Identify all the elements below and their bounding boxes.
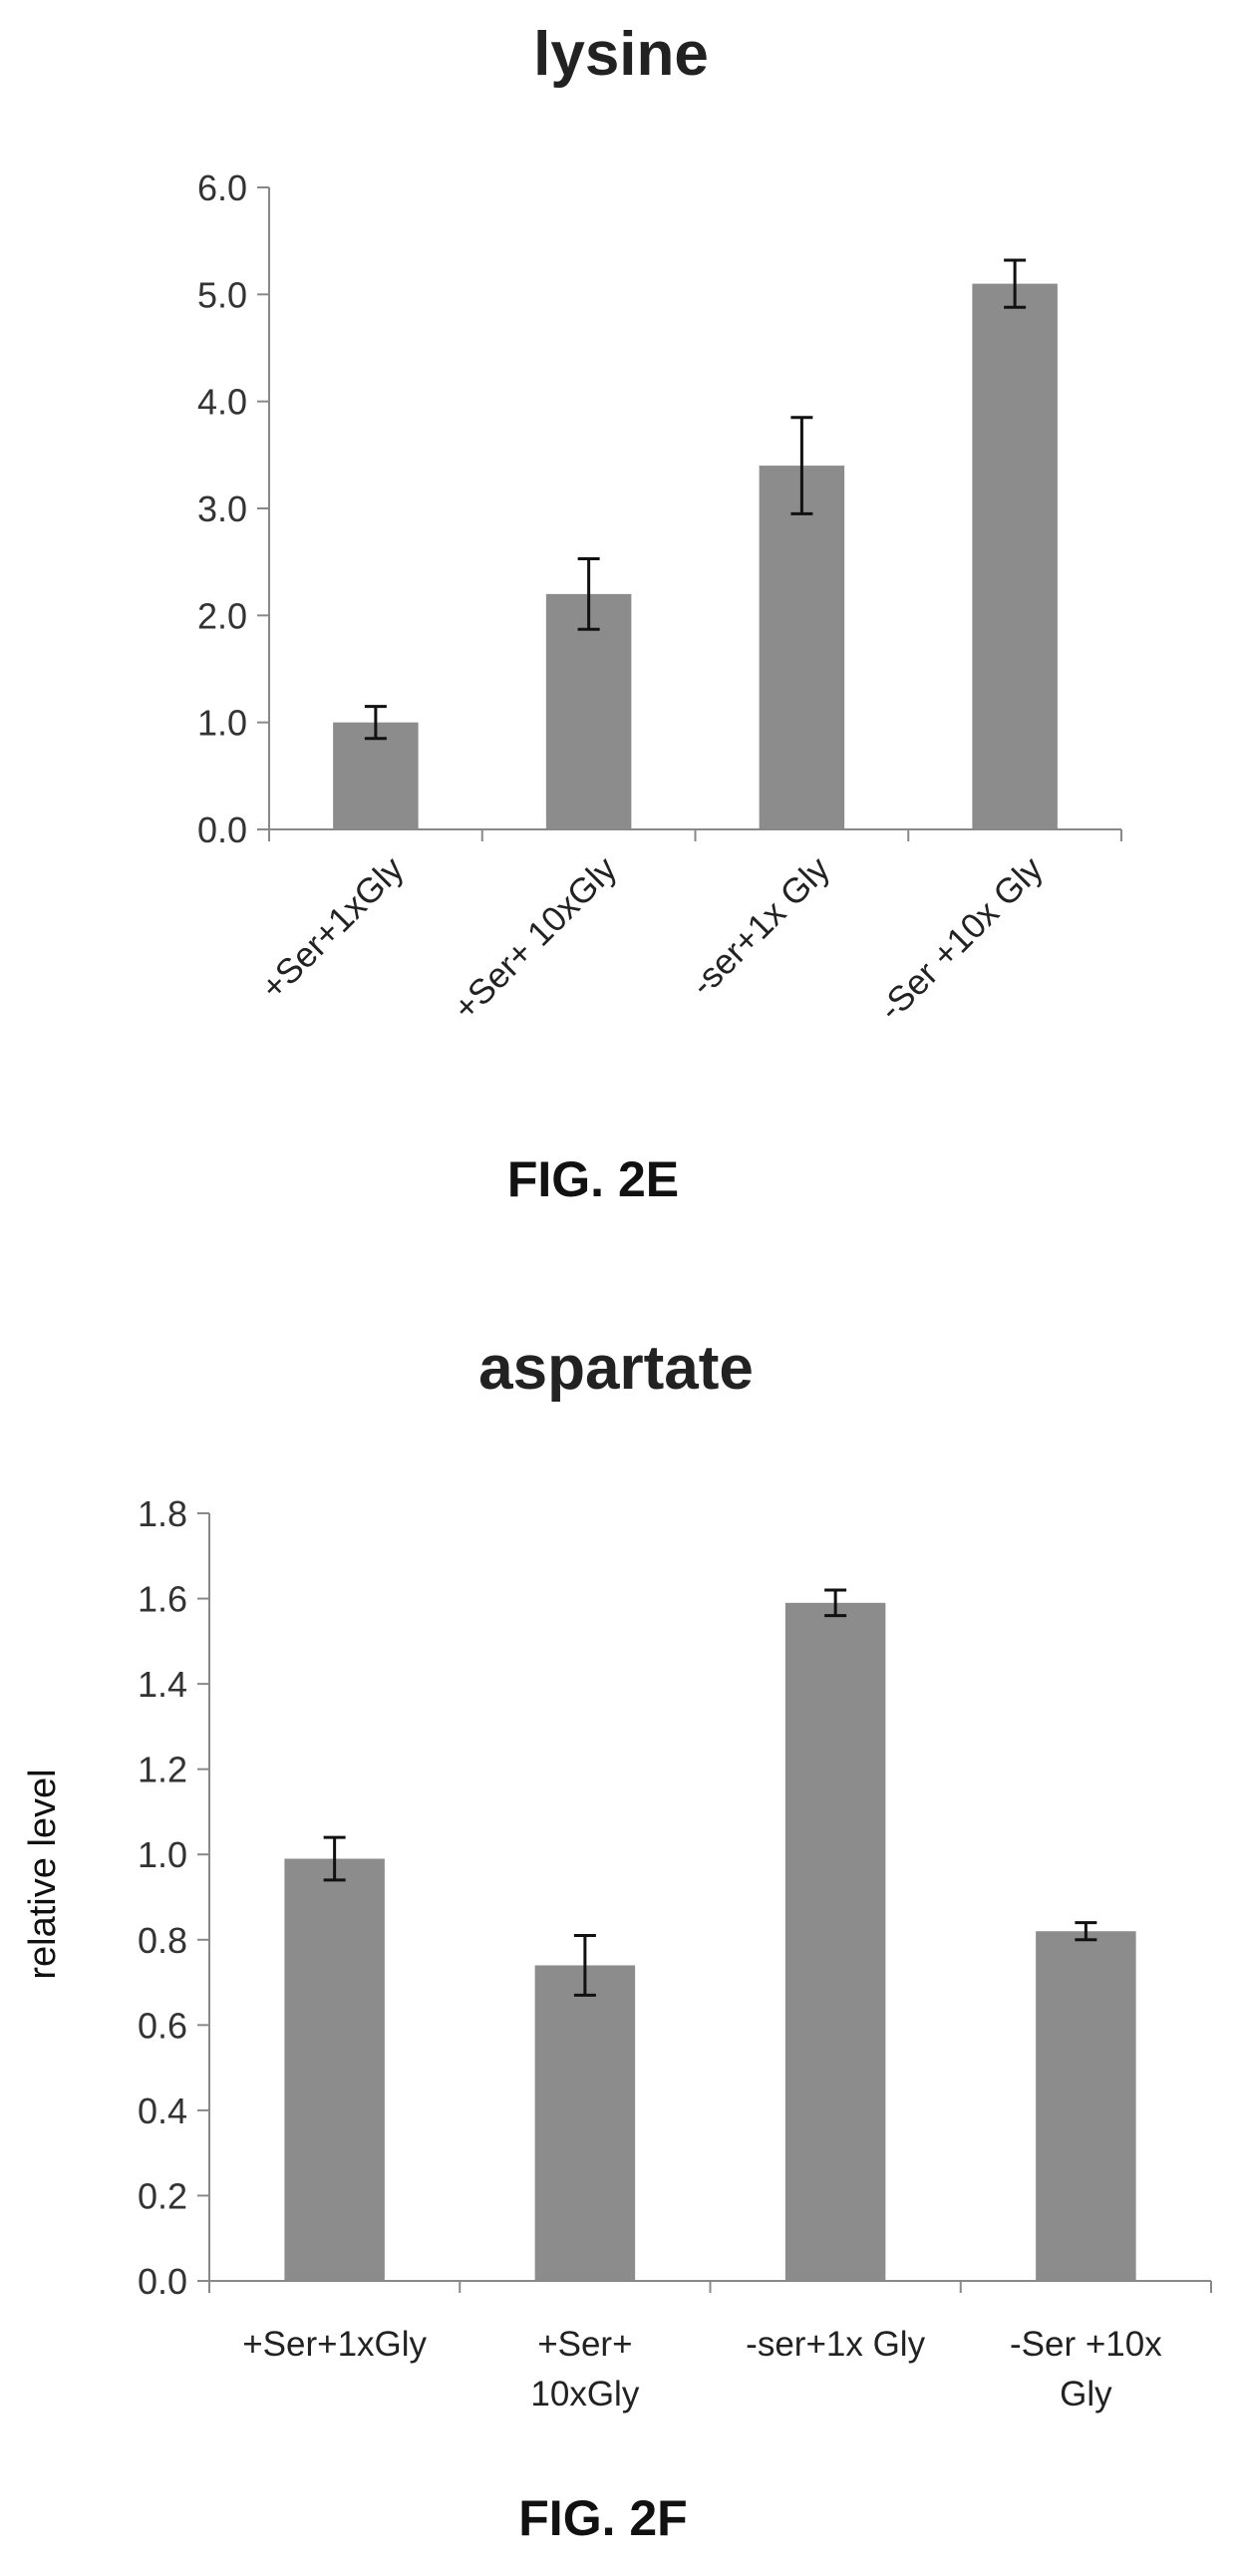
lys-category-label: +Ser+1xGly: [253, 849, 412, 1008]
lys-error-bar-2: [577, 556, 600, 631]
lys-y-tick-label: 1.0: [197, 703, 247, 744]
asp-y-tick-label: 0.6: [138, 2005, 187, 2046]
lys-y-tick-label: 6.0: [197, 167, 247, 208]
figure-label-2e: FIG. 2E: [507, 1151, 679, 1207]
asp-y-tick-label: 0.0: [138, 2261, 187, 2302]
lysine-chart: lysine 0.0 1.0 2.0 3.0 4.0 5.0 6.0 +Ser+1xGly +…: [197, 20, 1122, 1207]
asp-y-tick-label: 1.8: [138, 1493, 187, 1534]
aspartate-y-axis-title: relative level: [22, 1769, 64, 1979]
lys-bar-2: [545, 593, 632, 829]
lys-y-tick-label: 4.0: [197, 382, 247, 423]
aspartate-error-bars: [323, 1588, 1097, 1997]
asp-category-label: -Ser +10x: [1010, 2325, 1162, 2364]
aspartate-bars: [284, 1602, 1136, 2281]
lysine-category-labels: +Ser+1xGly +Ser+ 10xGly -ser+1x Gly -Ser +1…: [253, 849, 1051, 1029]
asp-bar-4: [1036, 1931, 1136, 2281]
lysine-y-axis-ticks: 0.0 1.0 2.0 3.0 4.0 5.0 6.0: [197, 167, 1122, 850]
lys-y-tick-label: 3.0: [197, 488, 247, 529]
asp-category-label: 10xGly: [530, 2375, 639, 2414]
asp-y-tick-label: 0.8: [138, 1920, 187, 1961]
lys-bar-3: [759, 466, 845, 829]
asp-y-tick-label: 0.2: [138, 2175, 187, 2216]
lysine-error-bars: [364, 258, 1027, 741]
asp-category-label: Gly: [1060, 2375, 1112, 2414]
lysine-chart-title: lysine: [533, 20, 709, 89]
aspartate-y-axis-ticks: 0.0 0.2 0.4 0.6 0.8 1.0 1.2 1.4 1.6 1.8: [138, 1493, 1212, 2302]
asp-bar-2: [534, 1965, 636, 2281]
asp-y-tick-label: 1.2: [138, 1750, 187, 1790]
aspartate-chart: aspartate relative level 0.0 0.2 0.4 0.6 0.8…: [22, 1334, 1212, 2546]
asp-y-tick-label: 0.4: [138, 2091, 187, 2131]
lys-y-tick-label: 2.0: [197, 595, 247, 636]
lys-error-bar-4: [1004, 258, 1027, 309]
asp-bar-3: [784, 1602, 886, 2281]
asp-error-bar-1: [323, 1835, 346, 1882]
aspartate-chart-title: aspartate: [478, 1334, 754, 1403]
lys-category-label: -ser+1x Gly: [683, 849, 837, 1004]
lys-category-label: +Ser+ 10xGly: [446, 849, 624, 1028]
asp-category-label: +Ser+: [537, 2325, 632, 2364]
asp-error-bar-4: [1075, 1921, 1097, 1942]
asp-bar-1: [284, 1858, 385, 2281]
aspartate-category-labels: +Ser+1xGly +Ser+ 10xGly -ser+1x Gly -Ser +10…: [242, 2325, 1162, 2414]
asp-error-bar-3: [824, 1588, 847, 1618]
lys-error-bar-3: [790, 416, 813, 515]
lys-bar-1: [333, 722, 419, 829]
asp-y-tick-label: 1.6: [138, 1579, 187, 1620]
figure-label-2f: FIG. 2F: [518, 2490, 687, 2546]
lys-category-label: -Ser +10x Gly: [871, 849, 1051, 1029]
asp-y-tick-label: 1.0: [138, 1834, 187, 1875]
lys-error-bar-1: [364, 705, 387, 741]
asp-category-label: +Ser+1xGly: [242, 2325, 427, 2364]
asp-y-tick-label: 1.4: [138, 1664, 187, 1705]
asp-category-label: -ser+1x Gly: [746, 2325, 925, 2364]
lys-y-tick-label: 0.0: [197, 809, 247, 850]
asp-error-bar-2: [573, 1934, 596, 1997]
lys-bar-4: [972, 283, 1058, 830]
lysine-bars: [333, 283, 1058, 830]
lys-y-tick-label: 5.0: [197, 274, 247, 315]
